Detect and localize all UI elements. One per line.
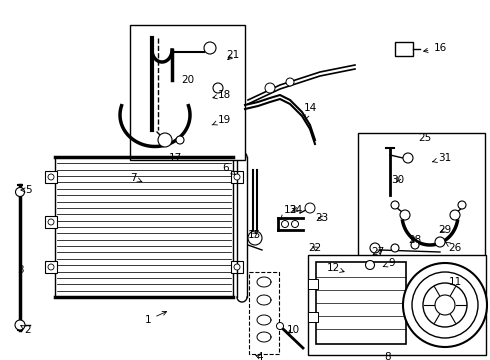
Circle shape <box>15 320 25 330</box>
Text: 18: 18 <box>213 90 231 100</box>
Circle shape <box>400 210 410 220</box>
Text: 12: 12 <box>326 263 344 273</box>
Text: 1: 1 <box>145 311 167 325</box>
Circle shape <box>204 42 216 54</box>
Text: 11: 11 <box>448 277 462 287</box>
Text: 17: 17 <box>169 153 182 163</box>
Circle shape <box>48 219 54 225</box>
Circle shape <box>16 188 24 197</box>
Bar <box>358 133 485 275</box>
Circle shape <box>48 174 54 180</box>
Circle shape <box>286 78 294 86</box>
Text: 21: 21 <box>226 50 240 60</box>
Text: 8: 8 <box>385 352 392 360</box>
Text: 20: 20 <box>181 75 195 85</box>
Circle shape <box>234 174 240 180</box>
Text: 30: 30 <box>392 175 405 185</box>
Bar <box>316 262 406 344</box>
Circle shape <box>248 231 262 245</box>
Text: 15: 15 <box>247 230 261 240</box>
Text: 13: 13 <box>280 205 296 220</box>
Circle shape <box>370 243 380 253</box>
Circle shape <box>458 201 466 209</box>
Bar <box>308 279 318 289</box>
Text: 5: 5 <box>21 185 31 195</box>
Circle shape <box>423 283 467 327</box>
Text: 23: 23 <box>316 213 329 223</box>
Bar <box>231 171 243 183</box>
Bar <box>395 42 413 56</box>
Text: 26: 26 <box>445 242 462 253</box>
Text: 4: 4 <box>256 352 263 360</box>
Circle shape <box>213 83 223 93</box>
Circle shape <box>265 83 275 93</box>
Circle shape <box>276 323 284 329</box>
Circle shape <box>48 264 54 270</box>
Bar <box>45 171 57 183</box>
Text: 2: 2 <box>21 325 31 335</box>
Bar <box>308 255 486 355</box>
Bar <box>130 25 245 160</box>
Text: 7: 7 <box>130 173 142 183</box>
Circle shape <box>435 295 455 315</box>
Text: 28: 28 <box>408 235 421 245</box>
Text: 24: 24 <box>290 205 303 215</box>
Circle shape <box>234 264 240 270</box>
Bar <box>231 261 243 273</box>
Text: 9: 9 <box>383 258 395 268</box>
Text: 3: 3 <box>17 265 24 275</box>
Circle shape <box>450 210 460 220</box>
Text: 10: 10 <box>287 325 299 335</box>
Text: 27: 27 <box>371 247 385 257</box>
Circle shape <box>366 261 374 270</box>
Circle shape <box>292 220 298 228</box>
Bar <box>45 261 57 273</box>
Circle shape <box>403 263 487 347</box>
Circle shape <box>411 241 419 249</box>
Text: 19: 19 <box>212 115 231 125</box>
Text: 25: 25 <box>418 133 432 143</box>
Bar <box>45 216 57 228</box>
Circle shape <box>412 272 478 338</box>
Circle shape <box>176 136 184 144</box>
Text: 16: 16 <box>424 43 446 53</box>
Text: 22: 22 <box>308 243 321 253</box>
Text: 31: 31 <box>433 153 452 163</box>
Circle shape <box>391 201 399 209</box>
Circle shape <box>403 153 413 163</box>
Circle shape <box>305 203 315 213</box>
Text: 29: 29 <box>439 225 452 235</box>
Circle shape <box>435 237 445 247</box>
Circle shape <box>281 220 289 228</box>
Text: 14: 14 <box>303 103 317 119</box>
Circle shape <box>391 244 399 252</box>
Bar <box>308 312 318 322</box>
Circle shape <box>158 133 172 147</box>
Bar <box>249 272 279 354</box>
Text: 6: 6 <box>222 163 235 175</box>
